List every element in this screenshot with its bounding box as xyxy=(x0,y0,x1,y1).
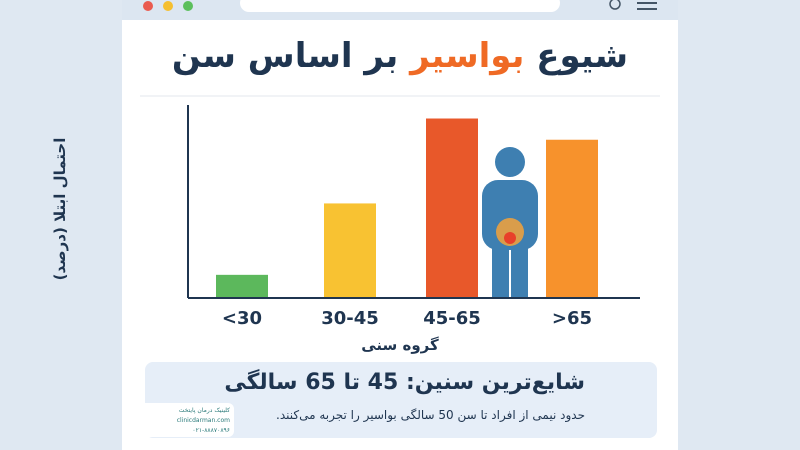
title-highlight: بواسیر xyxy=(410,36,525,76)
box-heading: شایع‌ترین سنین: 45 تا 65 سالگی xyxy=(224,370,585,395)
logo-name: کلینیک درمان پایتخت xyxy=(178,407,230,414)
chart-title: شیوع بواسیر بر اساس سن xyxy=(122,36,678,76)
logo: کلینیک درمان پایتخت clinicdarman.com ۰۲۱… xyxy=(124,403,234,437)
box-text: حدود نیمی از افراد تا سن 50 سالگی بواسیر… xyxy=(276,408,585,422)
x-tick-label: >65 xyxy=(552,308,592,329)
dot xyxy=(183,1,193,11)
menu-icon[interactable] xyxy=(637,2,657,10)
title-part: شیوع xyxy=(536,36,629,76)
bar xyxy=(546,139,598,298)
address-bar[interactable] xyxy=(240,0,560,12)
search-icon[interactable] xyxy=(609,0,621,10)
y-axis-label: احتمال ابتلا (درصد) xyxy=(51,137,69,281)
x-tick-label: 45-65 xyxy=(423,308,481,329)
bar xyxy=(426,118,478,298)
bar xyxy=(324,203,376,298)
x-tick-label: 30-45 xyxy=(321,308,379,329)
bar xyxy=(216,274,268,298)
x-tick-label: <30 xyxy=(222,308,262,329)
dot xyxy=(143,1,153,11)
logo-site: clinicdarman.com xyxy=(176,417,230,424)
dot xyxy=(163,1,173,11)
logo-phone: ۰۲۱-۸۸۸۷۰۸۹۶ xyxy=(192,427,230,434)
x-axis-label: گروه سنی xyxy=(361,336,439,354)
title-part: بر اساس سن xyxy=(171,36,399,76)
human-figure xyxy=(482,147,538,298)
